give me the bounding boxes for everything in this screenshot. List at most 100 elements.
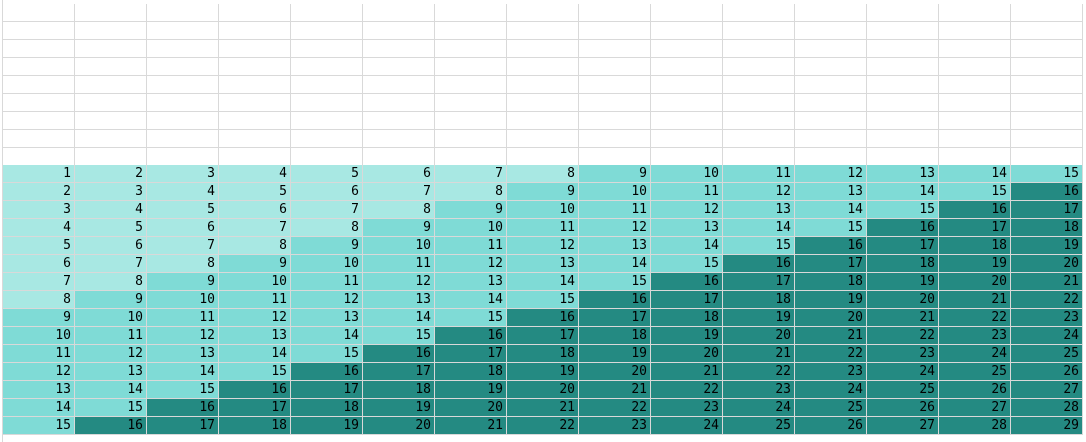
grid-cell[interactable]: 18 xyxy=(723,291,795,309)
grid-cell[interactable]: 20 xyxy=(939,273,1011,291)
grid-cell[interactable]: 24 xyxy=(939,345,1011,363)
grid-cell[interactable]: 17 xyxy=(147,417,219,435)
cell[interactable] xyxy=(291,148,363,166)
cell[interactable] xyxy=(147,4,219,22)
grid-cell[interactable]: 5 xyxy=(3,237,75,255)
grid-cell[interactable]: 10 xyxy=(219,273,291,291)
cell[interactable] xyxy=(507,112,579,130)
grid-cell[interactable]: 15 xyxy=(147,381,219,399)
grid-cell[interactable]: 14 xyxy=(723,219,795,237)
grid-cell[interactable]: 17 xyxy=(363,363,435,381)
cell[interactable] xyxy=(435,76,507,94)
cell[interactable] xyxy=(651,58,723,76)
grid-cell[interactable]: 21 xyxy=(867,309,939,327)
grid-cell[interactable]: 4 xyxy=(75,201,147,219)
grid-cell[interactable]: 18 xyxy=(363,381,435,399)
cell[interactable] xyxy=(579,40,651,58)
grid-cell[interactable]: 7 xyxy=(435,165,507,183)
grid-cell[interactable]: 6 xyxy=(147,219,219,237)
cell[interactable] xyxy=(291,4,363,22)
cell[interactable] xyxy=(795,130,867,148)
cell[interactable] xyxy=(1011,4,1083,22)
cell[interactable] xyxy=(651,22,723,40)
grid-cell[interactable]: 19 xyxy=(291,417,363,435)
grid-cell[interactable]: 7 xyxy=(147,237,219,255)
grid-cell[interactable]: 11 xyxy=(579,201,651,219)
grid-cell[interactable]: 10 xyxy=(147,291,219,309)
cell[interactable] xyxy=(147,148,219,166)
grid-cell[interactable]: 18 xyxy=(867,255,939,273)
cell[interactable] xyxy=(723,112,795,130)
cell[interactable] xyxy=(579,112,651,130)
grid-cell[interactable]: 22 xyxy=(579,399,651,417)
grid-cell[interactable]: 14 xyxy=(147,363,219,381)
grid-cell[interactable]: 20 xyxy=(723,327,795,345)
grid-cell[interactable]: 16 xyxy=(723,255,795,273)
grid-cell[interactable]: 15 xyxy=(579,273,651,291)
cell[interactable] xyxy=(723,148,795,166)
grid-cell[interactable]: 26 xyxy=(867,399,939,417)
grid-cell[interactable]: 11 xyxy=(147,309,219,327)
grid-cell[interactable]: 8 xyxy=(219,237,291,255)
cell[interactable] xyxy=(939,94,1011,112)
grid-cell[interactable]: 11 xyxy=(723,165,795,183)
grid-cell[interactable]: 1 xyxy=(3,165,75,183)
cell[interactable] xyxy=(939,76,1011,94)
grid-cell[interactable]: 18 xyxy=(1011,219,1083,237)
cell[interactable] xyxy=(435,58,507,76)
range-min-cell[interactable] xyxy=(3,40,75,58)
grid-cell[interactable]: 12 xyxy=(651,201,723,219)
cell[interactable] xyxy=(363,76,435,94)
grid-cell[interactable]: 21 xyxy=(1011,273,1083,291)
grid-cell[interactable]: 22 xyxy=(723,363,795,381)
grid-cell[interactable]: 19 xyxy=(579,345,651,363)
cell[interactable] xyxy=(867,58,939,76)
grid-cell[interactable]: 18 xyxy=(507,345,579,363)
cell[interactable] xyxy=(723,40,795,58)
grid-cell[interactable]: 24 xyxy=(867,363,939,381)
grid-cell[interactable]: 23 xyxy=(651,399,723,417)
cell[interactable] xyxy=(291,22,363,40)
cell[interactable] xyxy=(651,148,723,166)
grid-cell[interactable]: 16 xyxy=(507,309,579,327)
grid-cell[interactable]: 7 xyxy=(363,183,435,201)
cell[interactable] xyxy=(579,22,651,40)
grid-cell[interactable]: 27 xyxy=(939,399,1011,417)
cell[interactable] xyxy=(363,148,435,166)
grid-cell[interactable]: 16 xyxy=(939,201,1011,219)
grid-cell[interactable]: 7 xyxy=(75,255,147,273)
grid-cell[interactable]: 12 xyxy=(579,219,651,237)
grid-cell[interactable]: 6 xyxy=(291,183,363,201)
grid-cell[interactable]: 20 xyxy=(651,345,723,363)
grid-cell[interactable]: 22 xyxy=(507,417,579,435)
cell[interactable] xyxy=(75,148,147,166)
grid-cell[interactable]: 11 xyxy=(75,327,147,345)
grid-cell[interactable]: 22 xyxy=(1011,291,1083,309)
grid-cell[interactable]: 7 xyxy=(219,219,291,237)
cell[interactable] xyxy=(507,40,579,58)
grid-cell[interactable]: 10 xyxy=(291,255,363,273)
grid-cell[interactable]: 16 xyxy=(651,273,723,291)
grid-cell[interactable]: 13 xyxy=(795,183,867,201)
grid-cell[interactable]: 17 xyxy=(795,255,867,273)
cell[interactable] xyxy=(363,22,435,40)
grid-cell[interactable]: 15 xyxy=(435,309,507,327)
grid-cell[interactable]: 11 xyxy=(219,291,291,309)
grid-cell[interactable]: 20 xyxy=(867,291,939,309)
grid-cell[interactable]: 5 xyxy=(219,183,291,201)
cell[interactable] xyxy=(867,112,939,130)
cell[interactable] xyxy=(795,94,867,112)
cell[interactable] xyxy=(219,130,291,148)
grid-cell[interactable]: 15 xyxy=(363,327,435,345)
grid-cell[interactable]: 8 xyxy=(75,273,147,291)
grid-cell[interactable]: 29 xyxy=(1011,417,1083,435)
grid-cell[interactable]: 25 xyxy=(939,363,1011,381)
grid-cell[interactable]: 12 xyxy=(3,363,75,381)
grid-cell[interactable]: 5 xyxy=(147,201,219,219)
grid-cell[interactable]: 21 xyxy=(939,291,1011,309)
grid-cell[interactable]: 28 xyxy=(1011,399,1083,417)
grid-cell[interactable]: 25 xyxy=(795,399,867,417)
grid-cell[interactable]: 13 xyxy=(867,165,939,183)
grid-cell[interactable]: 9 xyxy=(147,273,219,291)
grid-cell[interactable]: 16 xyxy=(867,219,939,237)
